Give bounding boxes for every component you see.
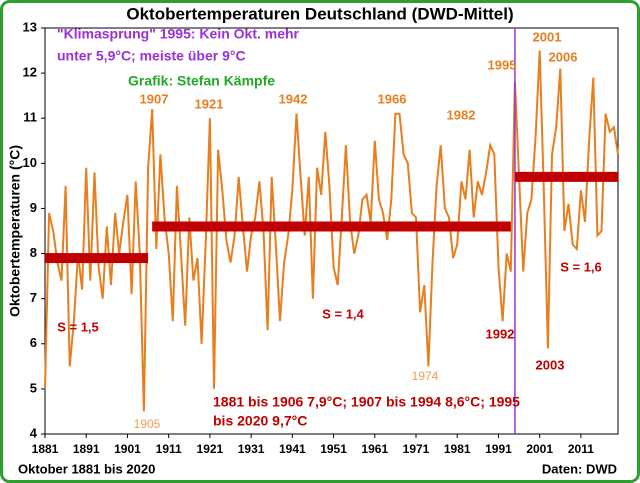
x-tick-label: 2011 — [568, 442, 594, 456]
footer-left: Oktober 1881 bis 2020 — [18, 461, 155, 476]
y-tick-label: 5 — [30, 380, 37, 395]
y-tick-label: 6 — [30, 335, 37, 350]
annotation: 1974 — [412, 369, 439, 383]
y-tick-label: 11 — [23, 110, 37, 125]
x-tick-label: 1991 — [485, 442, 512, 456]
mean-line — [514, 171, 618, 182]
mean-line — [152, 221, 511, 232]
y-tick-label: 9 — [30, 200, 37, 215]
annotation: S = 1,6 — [560, 259, 602, 274]
annotation: 1921 — [195, 96, 224, 111]
annotation: 1982 — [447, 107, 476, 122]
annotation: 2003 — [536, 357, 565, 372]
annotation: 1995 — [488, 57, 517, 72]
note-text: 1881 bis 1906 7,9°C; 1907 bis 1994 8,6°C… — [213, 394, 520, 410]
x-tick-label: 1981 — [444, 442, 471, 456]
y-axis-label: Oktobertemperaturen (°C) — [7, 145, 23, 317]
x-tick-label: 2001 — [526, 442, 553, 456]
y-tick-label: 13 — [23, 19, 37, 34]
x-tick-label: 1901 — [114, 442, 141, 456]
x-tick-label: 1951 — [320, 442, 347, 456]
note-text: "Klimasprung" 1995: Kein Okt. mehr — [57, 26, 300, 42]
annotation: 1905 — [134, 417, 161, 431]
note-text: bis 2020 9,7°C — [213, 413, 307, 429]
annotation: S = 1,5 — [57, 319, 99, 334]
y-tick-label: 8 — [30, 245, 37, 260]
y-tick-label: 10 — [23, 155, 37, 170]
note-text: Grafik: Stefan Kämpfe — [128, 73, 275, 89]
x-tick-label: 1881 — [32, 442, 59, 456]
x-tick-label: 1941 — [279, 442, 306, 456]
annotation: 1907 — [140, 91, 169, 106]
x-tick-label: 1961 — [361, 442, 388, 456]
annotation: 2001 — [533, 29, 562, 44]
y-tick-label: 12 — [23, 65, 37, 80]
x-tick-label: 1931 — [238, 442, 265, 456]
note-text: unter 5,9°C; meiste über 9°C — [57, 48, 246, 64]
x-tick-label: 1921 — [197, 442, 224, 456]
x-tick-label: 1971 — [403, 442, 430, 456]
annotation: 1966 — [378, 91, 407, 106]
annotation: 1992 — [486, 326, 515, 341]
x-tick-label: 1891 — [73, 442, 100, 456]
x-tick-label: 1911 — [156, 442, 182, 456]
mean-line — [45, 253, 149, 264]
footer-right: Daten: DWD — [542, 461, 617, 476]
chart-title: Oktobertemperaturen Deutschland (DWD-Mit… — [126, 4, 513, 23]
y-tick-label: 4 — [30, 425, 38, 440]
annotation: S = 1,4 — [322, 306, 364, 321]
y-tick-label: 7 — [30, 290, 37, 305]
annotation: 1942 — [279, 91, 308, 106]
annotation: 2006 — [549, 49, 578, 64]
